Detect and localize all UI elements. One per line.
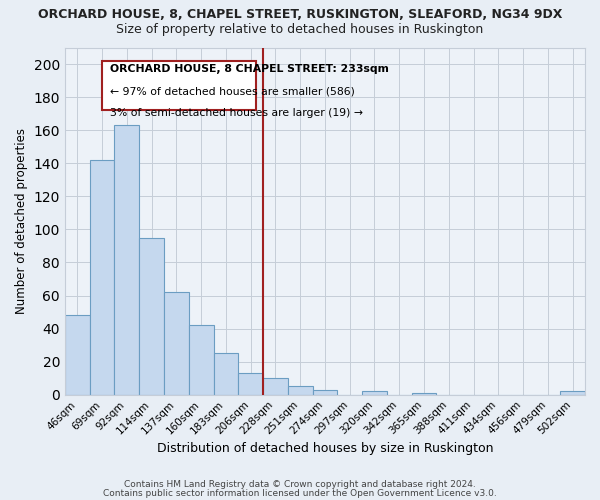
Text: ORCHARD HOUSE, 8, CHAPEL STREET, RUSKINGTON, SLEAFORD, NG34 9DX: ORCHARD HOUSE, 8, CHAPEL STREET, RUSKING… — [38, 8, 562, 20]
Bar — [560, 392, 585, 394]
Bar — [115, 125, 139, 394]
Text: ORCHARD HOUSE, 8 CHAPEL STREET: 233sqm: ORCHARD HOUSE, 8 CHAPEL STREET: 233sqm — [110, 64, 389, 74]
X-axis label: Distribution of detached houses by size in Ruskington: Distribution of detached houses by size … — [157, 442, 493, 455]
Text: 3% of semi-detached houses are larger (19) →: 3% of semi-detached houses are larger (1… — [110, 108, 363, 118]
Bar — [164, 292, 189, 394]
Y-axis label: Number of detached properties: Number of detached properties — [15, 128, 28, 314]
Text: ← 97% of detached houses are smaller (586): ← 97% of detached houses are smaller (58… — [110, 87, 355, 97]
Bar — [263, 378, 288, 394]
Bar — [412, 393, 436, 394]
Bar — [313, 390, 337, 394]
Bar — [214, 354, 238, 395]
Bar — [189, 326, 214, 394]
Bar — [238, 373, 263, 394]
Text: Contains public sector information licensed under the Open Government Licence v3: Contains public sector information licen… — [103, 490, 497, 498]
Bar — [288, 386, 313, 394]
Bar — [139, 238, 164, 394]
Text: Size of property relative to detached houses in Ruskington: Size of property relative to detached ho… — [116, 22, 484, 36]
FancyBboxPatch shape — [102, 60, 256, 110]
Bar — [362, 392, 387, 394]
Text: Contains HM Land Registry data © Crown copyright and database right 2024.: Contains HM Land Registry data © Crown c… — [124, 480, 476, 489]
Bar — [89, 160, 115, 394]
Bar — [65, 316, 89, 394]
